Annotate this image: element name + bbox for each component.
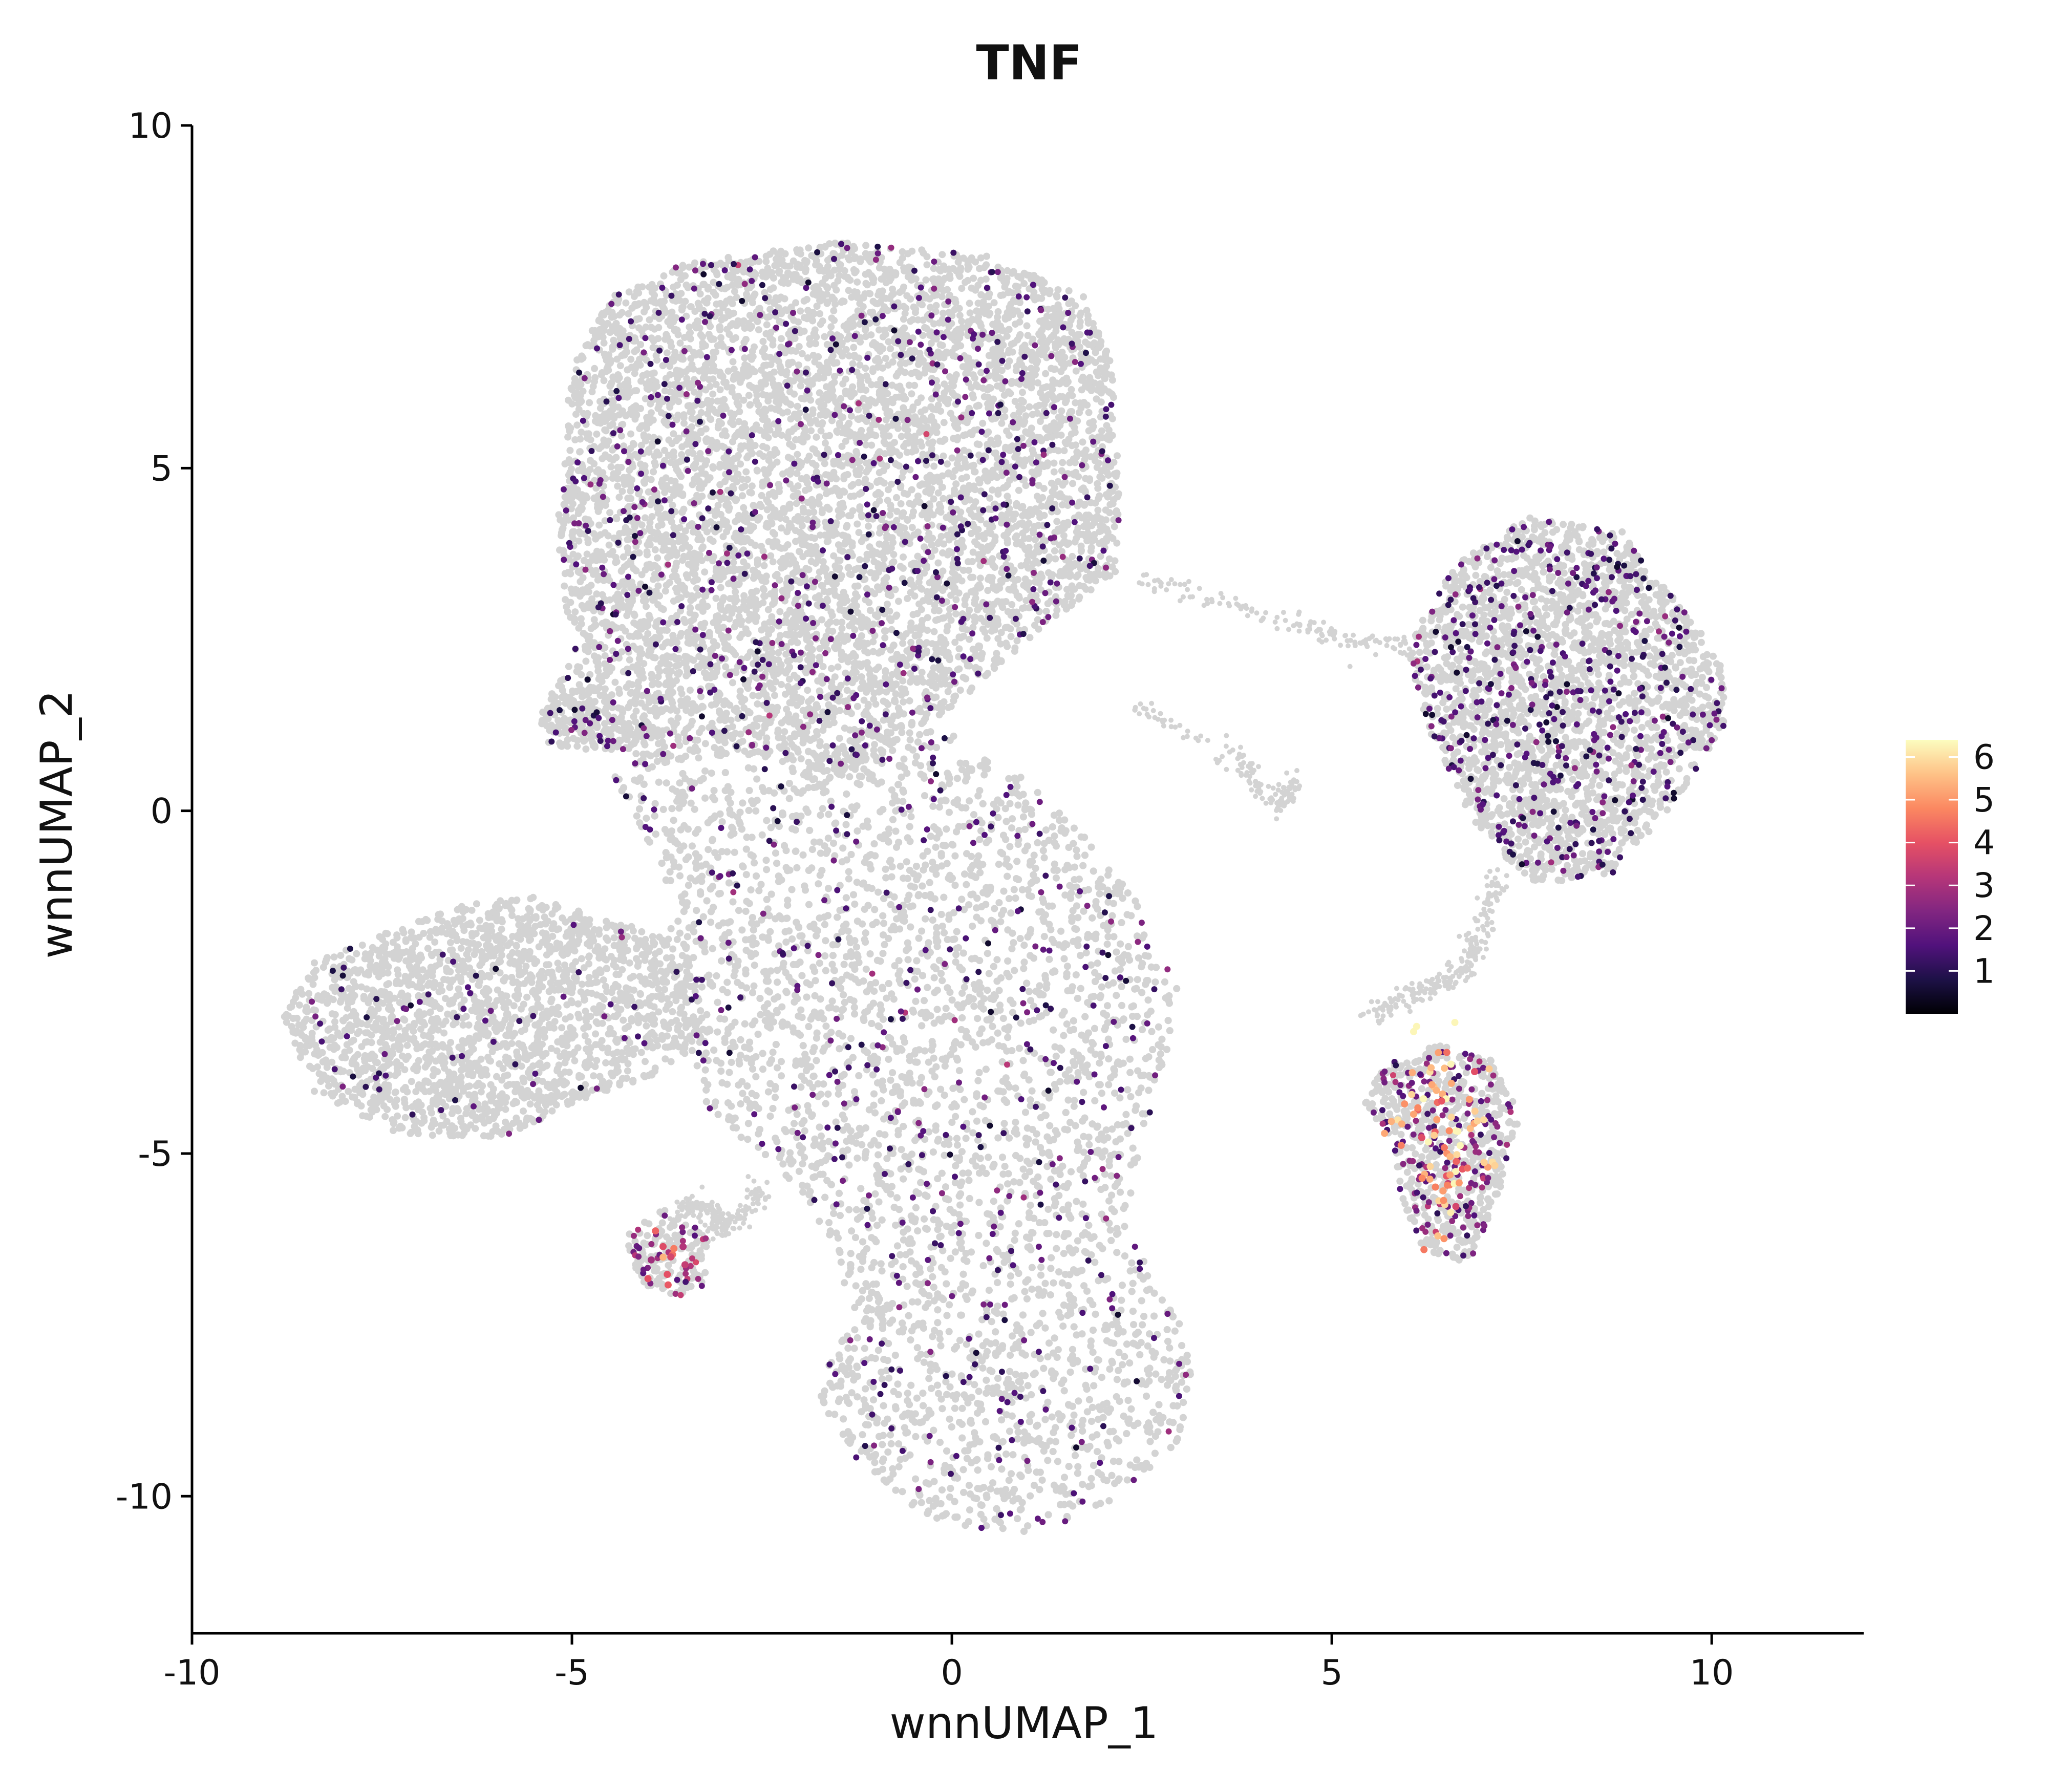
expressing-cells	[309, 241, 1726, 1531]
colorbar-label: 4	[1973, 823, 1995, 863]
x-tick-label: 10	[1690, 1653, 1734, 1693]
colorbar-label: 2	[1973, 909, 1995, 948]
x-tick-label: -10	[163, 1653, 220, 1693]
y-tick-label: 0	[151, 792, 173, 832]
colorbar-label: 3	[1973, 866, 1995, 905]
y-tick-labels: 10 5 0 -5 -10	[116, 106, 173, 1517]
y-axis-title: wnnUMAP_2	[31, 690, 82, 959]
colorbar	[1906, 740, 1958, 1014]
colorbar-label: 1	[1973, 951, 1995, 991]
y-tick-label: 10	[128, 106, 173, 146]
background-cells	[281, 239, 1727, 1535]
x-axis-title: wnnUMAP_1	[890, 1698, 1159, 1749]
axes	[181, 124, 1864, 1645]
x-tick-label: 0	[941, 1653, 963, 1693]
y-tick-label: 5	[151, 449, 173, 489]
colorbar-label: 6	[1973, 737, 1995, 777]
y-tick-label: -5	[138, 1134, 173, 1175]
x-tick-labels: -10 -5 0 5 10	[163, 1653, 1734, 1693]
y-tick-label: -10	[116, 1477, 173, 1517]
x-tick-label: -5	[554, 1653, 589, 1693]
plot-title: TNF	[976, 35, 1082, 91]
colorbar-label: 5	[1973, 780, 1995, 820]
x-tick-label: 5	[1321, 1653, 1343, 1693]
